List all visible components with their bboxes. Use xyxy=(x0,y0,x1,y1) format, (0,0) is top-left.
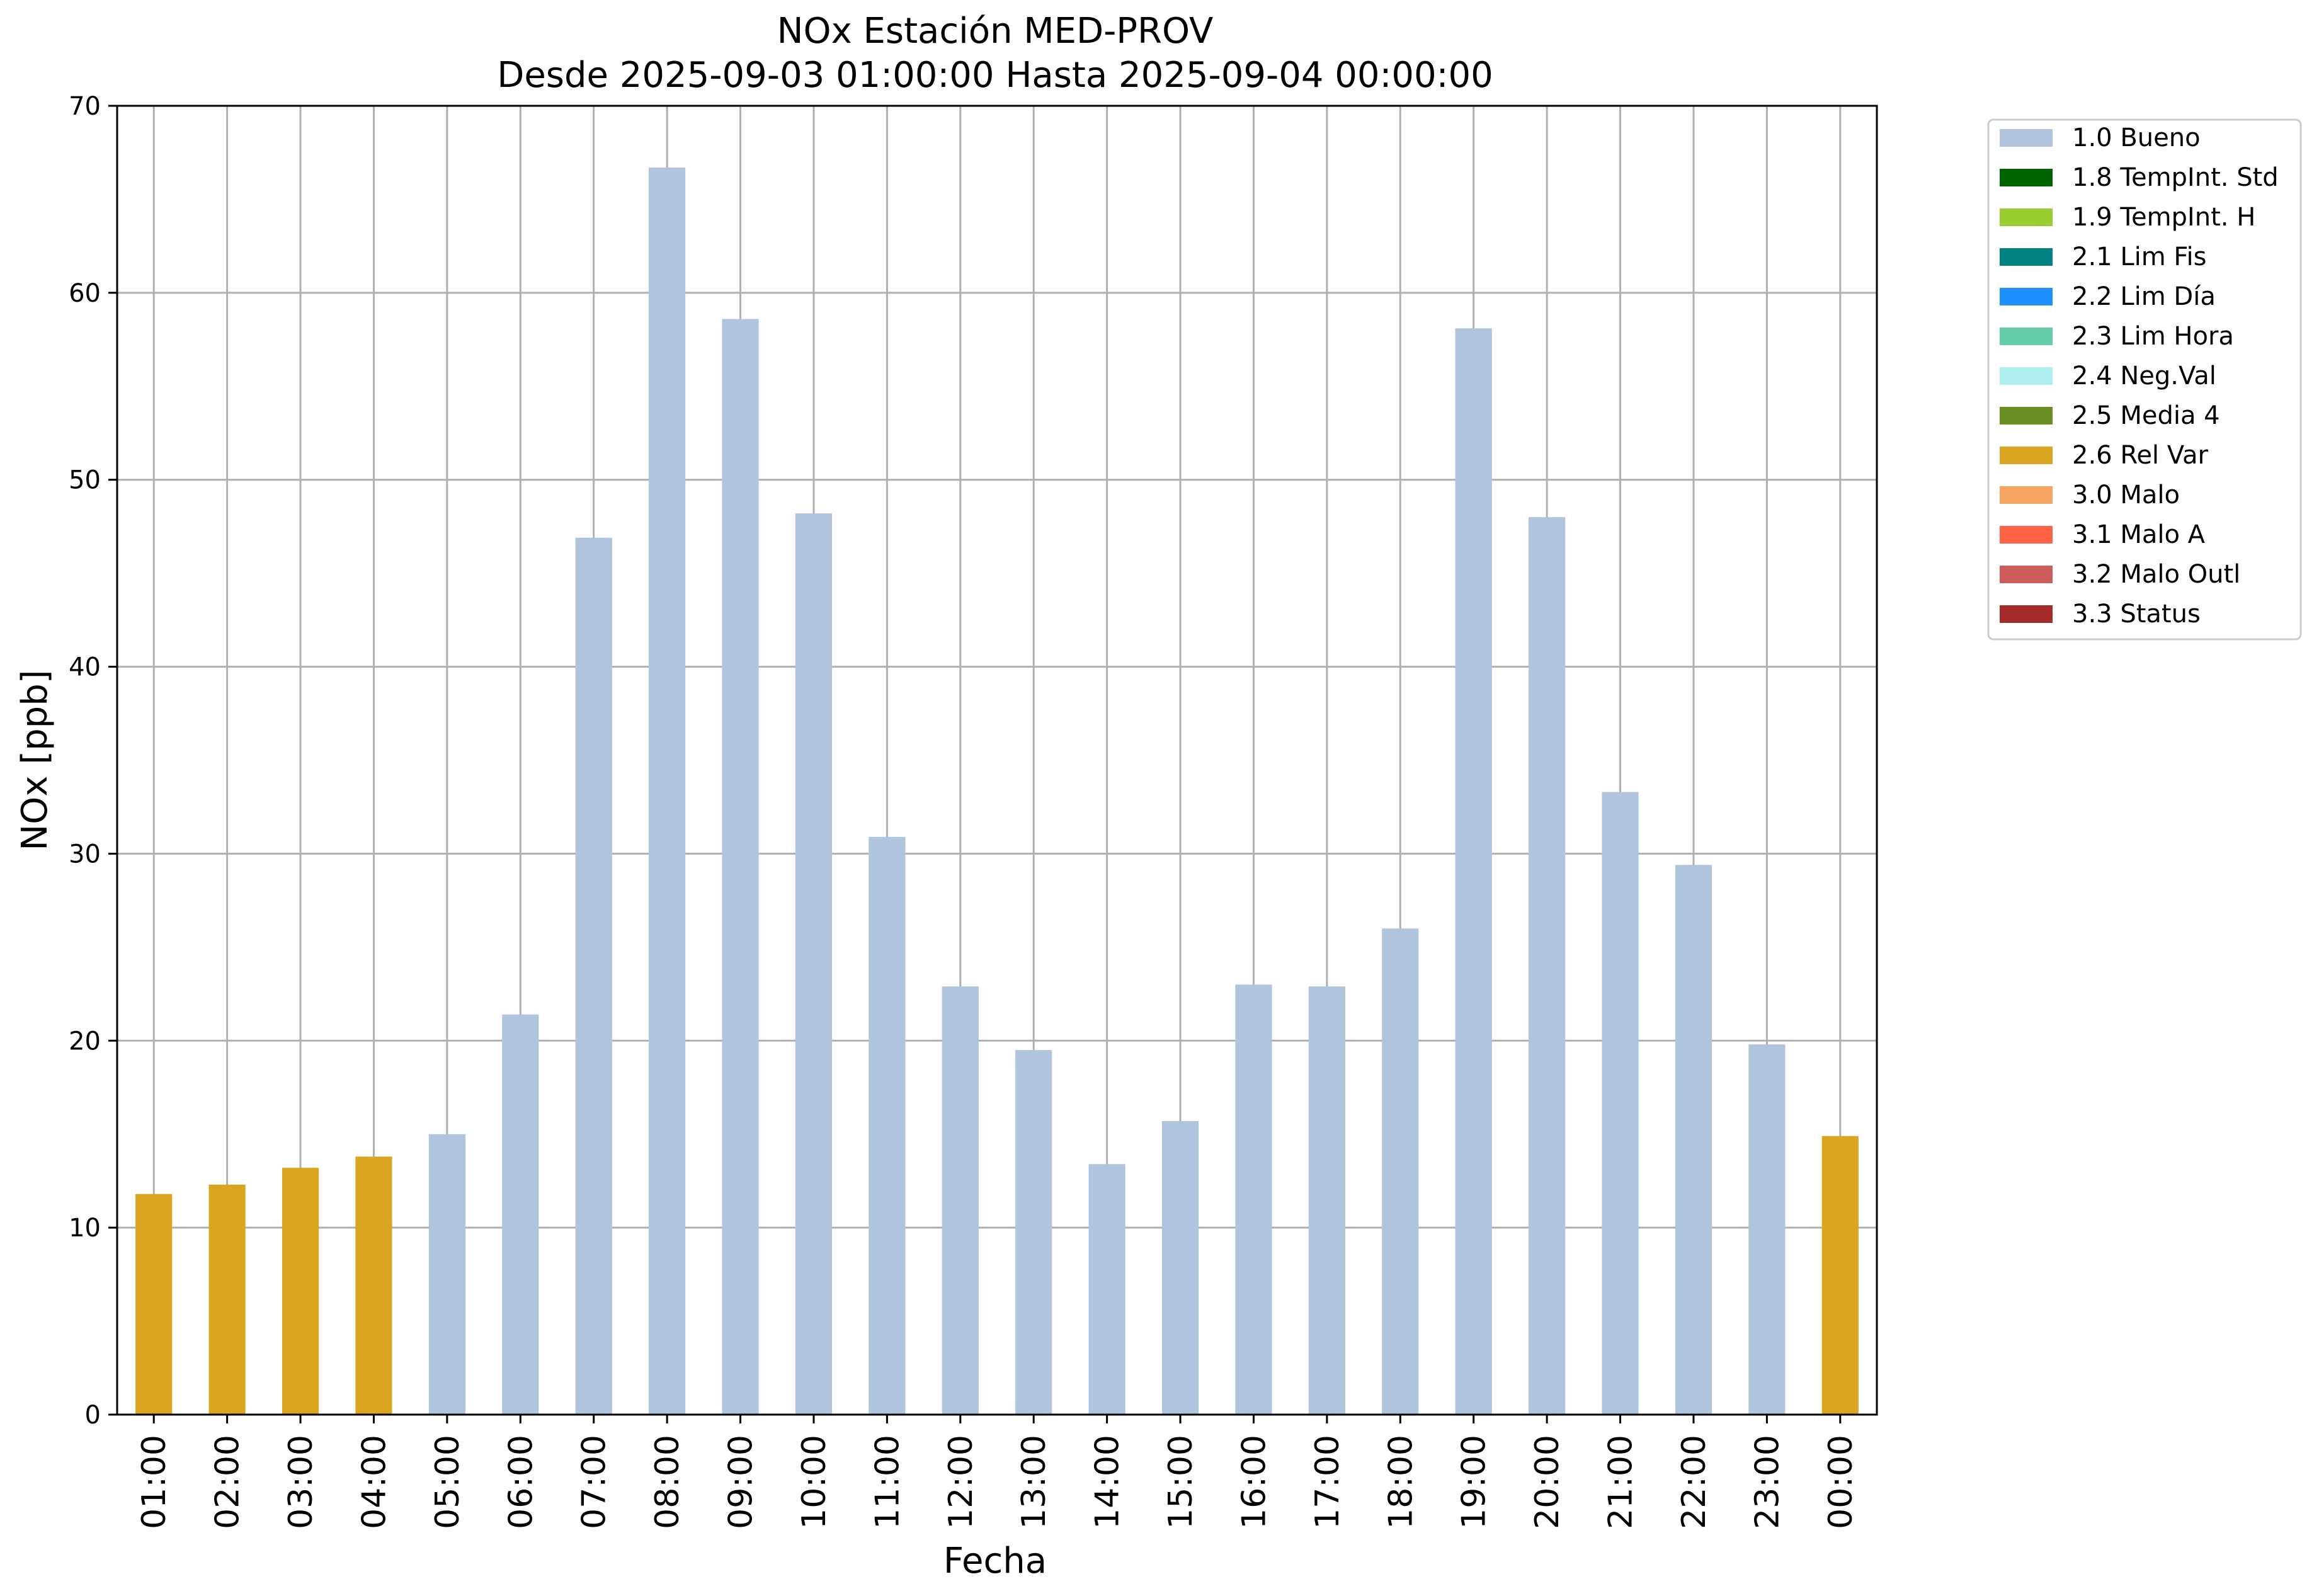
legend-swatch xyxy=(2000,208,2053,226)
legend-swatch xyxy=(2000,169,2053,186)
chart-subtitle: Desde 2025-09-03 01:00:00 Hasta 2025-09-… xyxy=(497,55,1493,96)
y-tick-label: 60 xyxy=(69,279,101,308)
legend-label: 3.1 Malo A xyxy=(2072,520,2206,549)
x-axis-label: Fecha xyxy=(943,1541,1047,1582)
legend-label: 2.5 Media 4 xyxy=(2072,401,2220,430)
bars xyxy=(135,167,1859,1415)
x-tick-label: 03:00 xyxy=(282,1435,320,1529)
x-tick-label: 10:00 xyxy=(795,1435,833,1529)
bar-0600 xyxy=(502,1014,539,1415)
bar-2300 xyxy=(1748,1044,1786,1415)
legend-swatch xyxy=(2000,605,2053,623)
y-axis-ticks: 0 10 20 30 40 50 60 70 xyxy=(69,92,117,1430)
legend-swatch xyxy=(2000,526,2053,544)
x-tick-label: 17:00 xyxy=(1309,1435,1347,1529)
x-tick-label: 21:00 xyxy=(1602,1435,1640,1529)
y-tick-label: 40 xyxy=(69,653,101,682)
x-tick-label: 02:00 xyxy=(209,1435,247,1529)
bar-1500 xyxy=(1161,1120,1199,1415)
x-tick-label: 08:00 xyxy=(649,1435,687,1529)
x-tick-label: 18:00 xyxy=(1382,1435,1420,1529)
legend-label: 2.6 Rel Var xyxy=(2072,441,2209,470)
bar-0300 xyxy=(282,1168,319,1415)
bar-0800 xyxy=(649,167,686,1415)
x-tick-label: 09:00 xyxy=(722,1435,760,1529)
bar-0500 xyxy=(428,1134,465,1415)
chart-title: NOx Estación MED-PROV xyxy=(777,11,1214,52)
legend-label: 2.2 Lim Día xyxy=(2072,282,2216,311)
bar-1800 xyxy=(1382,928,1419,1415)
bar-0400 xyxy=(355,1156,392,1415)
legend-label: 1.9 TempInt. H xyxy=(2072,203,2255,232)
x-tick-label: 23:00 xyxy=(1748,1435,1786,1529)
x-tick-label: 14:00 xyxy=(1089,1435,1127,1529)
legend-swatch xyxy=(2000,486,2053,504)
bar-2100 xyxy=(1602,792,1639,1415)
x-tick-label: 11:00 xyxy=(869,1435,906,1529)
bar-1600 xyxy=(1235,984,1272,1415)
x-tick-label: 13:00 xyxy=(1015,1435,1053,1529)
legend-swatch xyxy=(2000,407,2053,425)
legend-frame xyxy=(1987,118,2302,641)
x-tick-label: 00:00 xyxy=(1822,1435,1860,1529)
bar-1300 xyxy=(1015,1050,1052,1415)
bar-0000 xyxy=(1821,1136,1859,1415)
legend-label: 1.8 TempInt. Std xyxy=(2072,163,2279,192)
y-tick-label: 70 xyxy=(69,92,101,121)
bar-1400 xyxy=(1088,1164,1125,1415)
bar-2200 xyxy=(1675,865,1712,1415)
x-tick-label: 22:00 xyxy=(1675,1435,1713,1529)
bar-0100 xyxy=(135,1194,173,1415)
legend-swatch xyxy=(2000,328,2053,345)
bar-0900 xyxy=(722,319,759,1415)
bar-0200 xyxy=(208,1184,246,1415)
bar-1000 xyxy=(795,513,833,1415)
y-tick-label: 10 xyxy=(69,1214,101,1243)
bar-0700 xyxy=(575,537,612,1415)
legend-swatch xyxy=(2000,566,2053,583)
legend-items: 1.0 Bueno 1.8 TempInt. Std 1.9 TempInt. H 2… xyxy=(2000,123,2279,629)
legend-swatch xyxy=(2000,248,2053,266)
x-tick-label: 07:00 xyxy=(576,1435,613,1529)
legend-swatch xyxy=(2000,367,2053,385)
y-tick-label: 50 xyxy=(69,466,101,495)
bar-2000 xyxy=(1529,517,1566,1415)
x-tick-label: 06:00 xyxy=(502,1435,540,1529)
x-tick-label: 05:00 xyxy=(429,1435,467,1529)
y-tick-label: 20 xyxy=(69,1027,101,1056)
y-tick-label: 30 xyxy=(69,840,101,869)
legend-label: 3.2 Malo Outl xyxy=(2072,560,2240,589)
x-tick-label: 01:00 xyxy=(135,1435,173,1529)
legend-swatch xyxy=(2000,129,2053,147)
legend-swatch xyxy=(2000,447,2053,464)
legend: 1.0 Bueno 1.8 TempInt. Std 1.9 TempInt. H 2… xyxy=(1987,118,2302,641)
x-axis-ticks: 01:00 02:00 03:00 04:00 05:00 06:00 07:00 08:00… xyxy=(135,1415,1860,1529)
x-tick-label: 19:00 xyxy=(1456,1435,1493,1529)
x-tick-label: 12:00 xyxy=(942,1435,980,1529)
x-tick-label: 15:00 xyxy=(1162,1435,1200,1529)
x-tick-label: 16:00 xyxy=(1235,1435,1273,1529)
bar-1700 xyxy=(1308,986,1345,1415)
legend-label: 3.3 Status xyxy=(2072,600,2201,629)
y-axis-label: NOx [ppb] xyxy=(14,670,55,850)
legend-label: 3.0 Malo xyxy=(2072,481,2180,510)
plot-frame xyxy=(116,105,1878,1416)
bar-1900 xyxy=(1455,328,1492,1415)
x-tick-label: 20:00 xyxy=(1529,1435,1566,1529)
legend-label: 2.4 Neg.Val xyxy=(2072,362,2216,390)
legend-swatch xyxy=(2000,288,2053,305)
y-tick-label: 0 xyxy=(85,1401,101,1430)
legend-label: 1.0 Bueno xyxy=(2072,123,2201,152)
bar-1200 xyxy=(942,986,979,1415)
bar-1100 xyxy=(869,836,906,1415)
x-tick-label: 04:00 xyxy=(355,1435,393,1529)
legend-label: 2.3 Lim Hora xyxy=(2072,322,2234,351)
legend-label: 2.1 Lim Fis xyxy=(2072,242,2206,271)
